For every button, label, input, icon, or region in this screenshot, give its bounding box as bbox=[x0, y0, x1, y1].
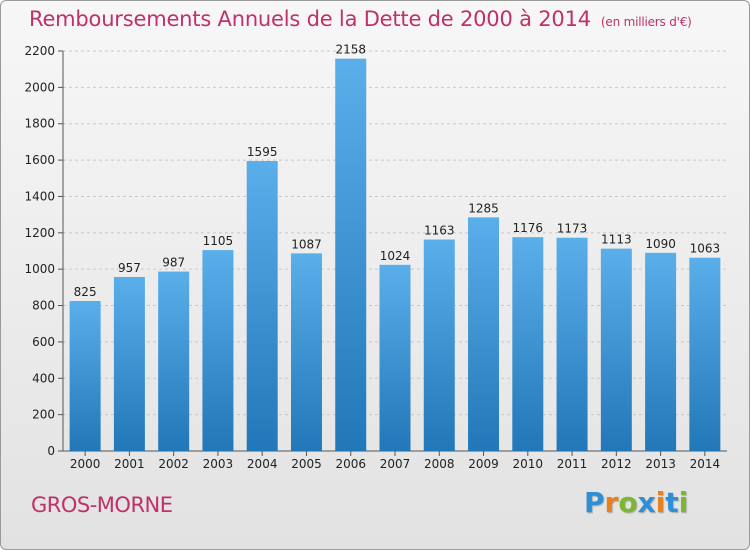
bar-2014 bbox=[689, 257, 721, 451]
data-label-2012: 1113 bbox=[601, 233, 632, 247]
bar-2006 bbox=[335, 58, 367, 452]
y-tick-label: 1400 bbox=[24, 189, 55, 203]
bar-2000 bbox=[69, 301, 101, 451]
bar-2010 bbox=[512, 237, 544, 451]
bar-2013 bbox=[645, 252, 677, 451]
x-tick-label-2001: 2001 bbox=[114, 457, 145, 471]
logo-letter: x bbox=[637, 486, 656, 519]
bar-2002 bbox=[158, 271, 190, 451]
data-label-2014: 1063 bbox=[690, 242, 721, 256]
x-tick-label-2000: 2000 bbox=[70, 457, 101, 471]
data-label-2003: 1105 bbox=[203, 234, 234, 248]
data-label-2004: 1595 bbox=[247, 145, 278, 159]
logo-letter: P bbox=[584, 486, 605, 519]
bar-2008 bbox=[423, 239, 455, 451]
bar-2001 bbox=[113, 277, 145, 451]
x-tick-label-2005: 2005 bbox=[291, 457, 322, 471]
data-label-2006: 2158 bbox=[335, 43, 366, 57]
x-tick-label-2008: 2008 bbox=[424, 457, 455, 471]
data-labels: 825 957 987 1105 1595 1087 2158 1024 1163 1285 117… bbox=[74, 43, 720, 299]
data-label-2013: 1090 bbox=[645, 237, 676, 251]
x-tick-label-2014: 2014 bbox=[690, 457, 721, 471]
data-label-2008: 1163 bbox=[424, 224, 455, 238]
bar-2009 bbox=[468, 217, 500, 451]
data-label-2005: 1087 bbox=[291, 237, 322, 251]
data-label-2000: 825 bbox=[74, 285, 97, 299]
bar-2004 bbox=[246, 161, 278, 451]
y-tick-label: 0 bbox=[47, 444, 55, 458]
x-tick-label-2010: 2010 bbox=[513, 457, 544, 471]
y-tick-label: 2200 bbox=[24, 44, 55, 58]
y-tick-label: 400 bbox=[32, 371, 55, 385]
y-tick-label: 1800 bbox=[24, 117, 55, 131]
x-tick-label-2003: 2003 bbox=[203, 457, 234, 471]
x-tick-label-2004: 2004 bbox=[247, 457, 278, 471]
logo-letter: o bbox=[618, 486, 638, 519]
logo-letter: i bbox=[655, 486, 666, 519]
proxiti-logo: Proxiti bbox=[584, 486, 688, 519]
chart-title-text: Remboursements Annuels de la Dette de 20… bbox=[29, 7, 591, 31]
bar-2005 bbox=[290, 253, 322, 451]
unit-note: (en milliers d'€) bbox=[600, 15, 692, 29]
data-label-2009: 1285 bbox=[468, 201, 499, 215]
bars bbox=[69, 58, 721, 452]
logo-letter: t bbox=[665, 486, 679, 519]
data-label-2010: 1176 bbox=[513, 221, 544, 235]
chart-title: Remboursements Annuels de la Dette de 20… bbox=[29, 7, 692, 31]
y-tick-label: 2000 bbox=[24, 80, 55, 94]
logo-letter: i bbox=[678, 486, 689, 519]
commune-name: GROS-MORNE bbox=[31, 493, 173, 517]
bar-2011 bbox=[556, 237, 588, 451]
data-label-2011: 1173 bbox=[557, 222, 588, 236]
x-tick-label-2011: 2011 bbox=[557, 457, 588, 471]
data-label-2002: 987 bbox=[162, 256, 185, 270]
bar-2003 bbox=[202, 250, 234, 451]
y-tick-label: 1000 bbox=[24, 262, 55, 276]
x-tick-label-2013: 2013 bbox=[645, 457, 676, 471]
logo-letter: r bbox=[604, 486, 619, 519]
x-tick-label-2002: 2002 bbox=[158, 457, 189, 471]
x-tick-label-2007: 2007 bbox=[380, 457, 411, 471]
x-tick-label-2006: 2006 bbox=[335, 457, 366, 471]
tick-labels: 0 200 400 600 800 1000 1200 1400 1600 1800 2000 220… bbox=[24, 44, 720, 471]
y-tick-label: 1600 bbox=[24, 153, 55, 167]
y-tick-label: 600 bbox=[32, 335, 55, 349]
data-label-2007: 1024 bbox=[380, 249, 411, 263]
data-label-2001: 957 bbox=[118, 261, 141, 275]
x-tick-label-2009: 2009 bbox=[468, 457, 499, 471]
y-tick-label: 200 bbox=[32, 408, 55, 422]
y-tick-label: 800 bbox=[32, 299, 55, 313]
bar-2007 bbox=[379, 264, 411, 451]
bar-2012 bbox=[600, 248, 632, 451]
y-tick-label: 1200 bbox=[24, 226, 55, 240]
x-tick-label-2012: 2012 bbox=[601, 457, 632, 471]
